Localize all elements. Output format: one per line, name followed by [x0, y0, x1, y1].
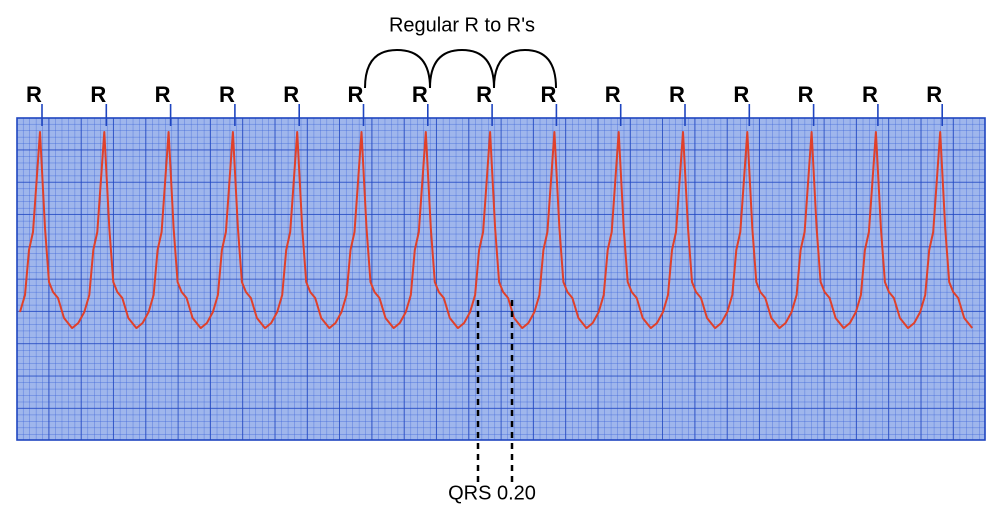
r-label: R — [26, 82, 42, 107]
r-label: R — [219, 82, 235, 107]
r-label: R — [412, 82, 428, 107]
annotation: Regular R to R's — [389, 14, 535, 36]
qrs-label: QRS 0.20 — [448, 482, 536, 504]
r-label: R — [733, 82, 749, 107]
r-label: R — [605, 82, 621, 107]
ecg-line — [19, 131, 973, 329]
r-label: R — [476, 82, 492, 107]
qrs-markers — [476, 300, 514, 482]
r-label: R — [862, 82, 878, 107]
r-label: R — [669, 82, 685, 107]
r-label: R — [90, 82, 106, 107]
r-label: R — [926, 82, 942, 107]
r-label: R — [283, 82, 299, 107]
r-to-r-arcs — [364, 48, 557, 89]
r-label: R — [798, 82, 814, 107]
ecg-grid — [16, 117, 986, 441]
r-label: R — [155, 82, 171, 107]
r-label: R — [540, 82, 556, 107]
ecg-trace — [19, 131, 973, 329]
r-label: R — [348, 82, 364, 107]
